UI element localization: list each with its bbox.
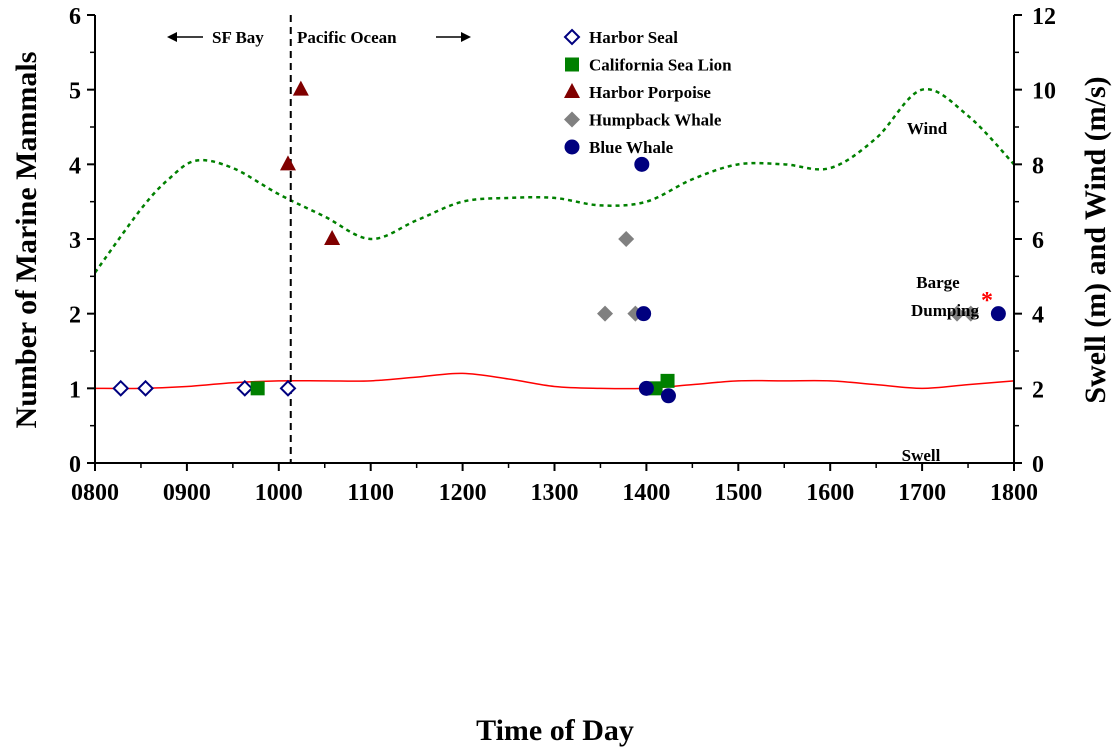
region-labels: SF Bay Pacific Ocean — [167, 28, 471, 47]
humpback-whale-point — [949, 305, 966, 322]
y-tick-label: 4 — [69, 153, 81, 179]
california-sea-lion-point — [250, 381, 265, 396]
harbor-porpoise-point — [292, 80, 309, 96]
y2-tick-label: 10 — [1032, 79, 1056, 105]
barge-dumping-label-line2: Dumping — [911, 301, 980, 320]
line-series-group — [93, 87, 1015, 390]
x-tick-label: 1400 — [622, 480, 670, 506]
barge-dumping-label-line1: Barge — [916, 273, 960, 292]
legend-marker-blue-whale — [564, 139, 580, 155]
x-tick-label: 1500 — [714, 480, 762, 506]
harbor-seal-point — [236, 379, 254, 397]
pacific-ocean-label: Pacific Ocean — [297, 28, 397, 47]
harbor-seal-point — [279, 379, 297, 397]
x-tick-label: 1200 — [439, 480, 487, 506]
legend-label-blue-whale: Blue Whale — [589, 138, 674, 157]
pacific-ocean-arrowhead — [461, 32, 471, 42]
swell-label: Swell — [902, 446, 941, 465]
y-tick-label: 6 — [69, 4, 81, 30]
sf-bay-label: SF Bay — [212, 28, 264, 47]
x-axis-title: Time of Day — [476, 714, 634, 747]
point-series-group — [112, 80, 1006, 404]
x-tick-label: 1800 — [990, 480, 1038, 506]
y-tick-label: 1 — [69, 377, 81, 403]
blue-whale-point — [660, 388, 676, 404]
legend: Harbor Seal California Sea Lion Harbor Por… — [563, 28, 732, 157]
legend-label-harbor-porpoise: Harbor Porpoise — [589, 83, 711, 102]
y2-tick-label: 0 — [1032, 452, 1044, 478]
wind-line — [93, 87, 1015, 274]
california-sea-lion-point — [660, 373, 675, 388]
x-tick-label: 1300 — [531, 480, 579, 506]
swell-line — [94, 372, 1015, 390]
y-tick-label: 0 — [69, 452, 81, 478]
y-axis-title: Number of Marine Mammals — [10, 52, 43, 429]
x-tick-label: 1700 — [898, 480, 946, 506]
x-tick-label: 0800 — [71, 480, 119, 506]
sf-bay-arrowhead — [167, 32, 177, 42]
harbor-seal-point — [137, 379, 154, 397]
y2-tick-label: 8 — [1032, 153, 1044, 179]
legend-label-humpback-whale: Humpback Whale — [589, 111, 722, 130]
x-tick-label: 0900 — [163, 480, 211, 506]
y-tick-label: 2 — [69, 303, 81, 329]
blue-whale-point — [990, 306, 1006, 322]
x-tick-label: 1100 — [347, 480, 394, 506]
harbor-porpoise-point — [279, 155, 296, 171]
axes-group — [87, 14, 1022, 471]
legend-label-harbor-seal: Harbor Seal — [589, 28, 678, 47]
y2-tick-label: 6 — [1032, 228, 1044, 254]
x-tick-label: 1000 — [255, 480, 303, 506]
blue-whale-point — [638, 380, 654, 396]
y-tick-label: 5 — [69, 79, 81, 105]
y2-tick-label: 12 — [1032, 4, 1056, 30]
legend-marker-humpback-whale — [564, 111, 580, 128]
legend-label-california-sea-lion: California Sea Lion — [589, 56, 732, 75]
legend-marker-california-sea-lion — [565, 57, 579, 72]
harbor-porpoise-point — [324, 230, 341, 245]
harbor-seal-point — [112, 379, 130, 397]
humpback-whale-point — [597, 305, 614, 322]
y2-tick-label: 4 — [1032, 303, 1044, 329]
y-tick-label: 3 — [69, 228, 81, 254]
tick-labels-group: 0800 0900 1000 1100 1200 1300 1400 1500 1600 1700… — [69, 4, 1056, 506]
y2-tick-label: 2 — [1032, 377, 1044, 403]
humpback-whale-point — [962, 305, 979, 322]
blue-whale-point — [636, 306, 652, 322]
humpback-whale-point — [618, 231, 635, 247]
y2-axis-title: Swell (m) and Wind (m/s) — [1079, 76, 1112, 403]
barge-dumping-star: * — [981, 288, 993, 314]
legend-marker-harbor-seal — [563, 28, 581, 46]
x-tick-label: 1600 — [806, 480, 854, 506]
legend-marker-harbor-porpoise — [564, 83, 580, 98]
blue-whale-point — [634, 156, 650, 172]
wind-label: Wind — [907, 119, 948, 138]
